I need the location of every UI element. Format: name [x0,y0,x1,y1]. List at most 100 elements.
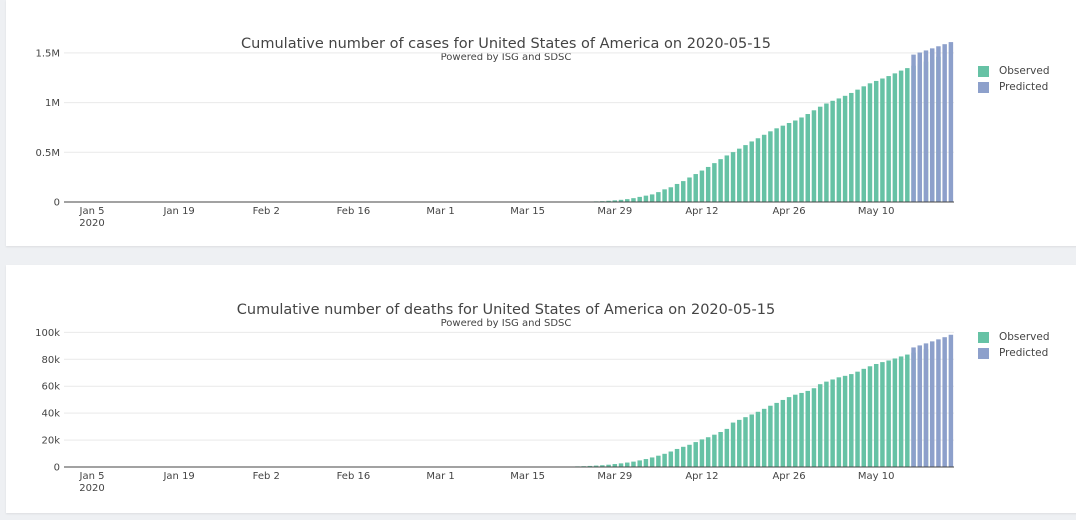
observed-bar[interactable] [749,141,754,202]
predicted-bar[interactable] [911,347,916,467]
observed-bar[interactable] [743,417,748,467]
observed-bar[interactable] [886,76,891,202]
observed-bar[interactable] [674,183,680,202]
predicted-bar[interactable] [948,42,954,203]
observed-bar[interactable] [724,155,730,202]
observed-bar[interactable] [600,465,605,467]
observed-bar[interactable] [768,131,773,202]
observed-bar[interactable] [842,95,848,202]
observed-bar[interactable] [905,68,910,202]
legend-item-observed[interactable]: Observed [978,63,1050,79]
observed-bar[interactable] [811,388,817,467]
observed-bar[interactable] [842,375,848,467]
observed-bar[interactable] [886,360,891,467]
observed-bar[interactable] [849,374,854,467]
predicted-bar[interactable] [929,48,935,202]
observed-bar[interactable] [774,402,779,467]
legend-item-observed[interactable]: Observed [978,329,1050,345]
predicted-bar[interactable] [929,341,935,467]
observed-bar[interactable] [637,196,642,202]
legend-item-predicted[interactable]: Predicted [978,79,1050,95]
observed-bar[interactable] [880,78,885,202]
observed-bar[interactable] [662,453,667,467]
observed-bar[interactable] [898,356,904,467]
observed-bar[interactable] [699,439,705,467]
observed-bar[interactable] [836,377,842,467]
observed-bar[interactable] [712,434,717,467]
observed-bar[interactable] [625,199,630,202]
predicted-bar[interactable] [923,343,929,467]
observed-bar[interactable] [730,422,736,467]
observed-bar[interactable] [730,152,736,202]
observed-bar[interactable] [693,442,698,467]
observed-bar[interactable] [786,122,792,202]
observed-bar[interactable] [824,103,829,202]
observed-bar[interactable] [737,148,742,202]
observed-bar[interactable] [749,414,754,467]
observed-bar[interactable] [830,100,835,202]
observed-bar[interactable] [668,187,674,202]
observed-bar[interactable] [873,80,879,202]
observed-bar[interactable] [799,392,804,467]
observed-bar[interactable] [656,192,661,202]
observed-bar[interactable] [755,138,761,202]
observed-bar[interactable] [892,73,898,202]
observed-bar[interactable] [718,431,723,467]
observed-bar[interactable] [855,371,860,467]
observed-bar[interactable] [705,166,711,202]
observed-bar[interactable] [687,444,692,467]
observed-bar[interactable] [793,120,798,202]
observed-bar[interactable] [649,194,655,202]
observed-bar[interactable] [780,399,786,467]
observed-bar[interactable] [898,70,904,202]
observed-bar[interactable] [705,437,711,467]
predicted-bar[interactable] [923,50,929,202]
observed-bar[interactable] [643,195,649,202]
observed-bar[interactable] [880,362,885,467]
predicted-bar[interactable] [917,52,923,202]
observed-bar[interactable] [755,411,761,467]
observed-bar[interactable] [593,465,599,467]
observed-bar[interactable] [718,159,723,202]
observed-bar[interactable] [612,464,618,467]
observed-bar[interactable] [873,363,879,467]
observed-bar[interactable] [793,394,798,467]
observed-bar[interactable] [811,110,817,202]
observed-bar[interactable] [674,448,680,467]
observed-bar[interactable] [817,106,823,202]
observed-bar[interactable] [855,89,860,202]
predicted-bar[interactable] [936,339,941,467]
observed-bar[interactable] [861,368,866,467]
predicted-bar[interactable] [917,345,923,467]
observed-bar[interactable] [892,358,898,467]
observed-bar[interactable] [830,379,835,467]
observed-bar[interactable] [805,390,810,467]
observed-bar[interactable] [662,189,667,202]
observed-bar[interactable] [799,117,804,202]
observed-bar[interactable] [699,170,705,202]
observed-bar[interactable] [774,128,779,202]
observed-bar[interactable] [618,199,624,202]
observed-bar[interactable] [612,200,618,202]
observed-bar[interactable] [836,98,842,202]
predicted-bar[interactable] [936,46,941,202]
observed-bar[interactable] [905,354,910,467]
observed-bar[interactable] [737,419,742,467]
observed-bar[interactable] [712,163,717,202]
predicted-bar[interactable] [942,44,947,202]
observed-bar[interactable] [637,460,642,467]
observed-bar[interactable] [681,181,686,202]
observed-bar[interactable] [743,145,748,202]
observed-bar[interactable] [768,405,773,467]
observed-bar[interactable] [817,384,823,467]
observed-bar[interactable] [681,446,686,467]
observed-bar[interactable] [805,114,810,202]
observed-bar[interactable] [861,86,866,202]
observed-bar[interactable] [780,125,786,202]
observed-bar[interactable] [761,408,767,467]
observed-bar[interactable] [786,397,792,467]
predicted-bar[interactable] [911,54,916,202]
predicted-bar[interactable] [942,337,947,467]
observed-bar[interactable] [631,461,636,467]
observed-bar[interactable] [606,200,611,202]
